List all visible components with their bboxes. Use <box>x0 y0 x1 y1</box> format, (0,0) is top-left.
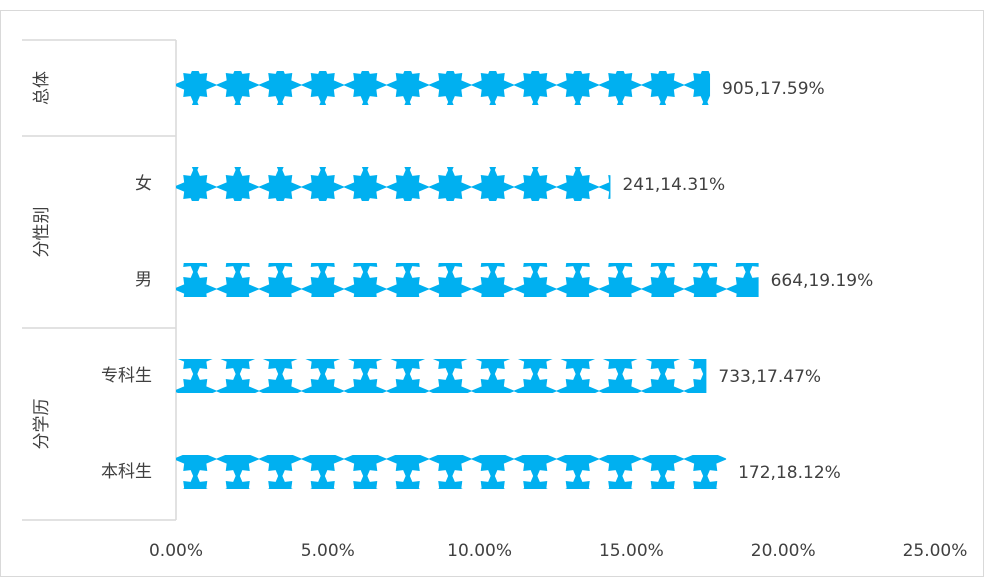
data-label: 905,17.59% <box>722 79 825 99</box>
bar <box>176 71 711 105</box>
bar <box>176 263 759 297</box>
bar <box>176 167 611 201</box>
y-tick-label: 女 <box>135 174 152 194</box>
x-tick-label: 0.00% <box>149 541 203 561</box>
data-label: 241,14.31% <box>622 175 725 195</box>
y-tick-label: 男 <box>135 270 152 290</box>
data-label: 664,19.19% <box>771 271 874 291</box>
x-tick-label: 15.00% <box>599 541 664 561</box>
x-tick-label: 20.00% <box>751 541 816 561</box>
data-label: 172,18.12% <box>738 463 841 483</box>
x-tick-label: 25.00% <box>903 541 968 561</box>
chart-border <box>0 10 984 577</box>
group-label: 分学历 <box>32 399 52 450</box>
data-label: 733,17.47% <box>718 367 821 387</box>
x-tick-label: 5.00% <box>301 541 355 561</box>
x-tick-label: 10.00% <box>447 541 512 561</box>
bar <box>176 455 727 489</box>
y-tick-label: 专科生 <box>101 366 152 386</box>
group-label: 分性别 <box>32 207 52 258</box>
bar <box>176 359 707 393</box>
y-tick-label: 本科生 <box>101 462 152 482</box>
group-label: 总体 <box>32 71 52 105</box>
